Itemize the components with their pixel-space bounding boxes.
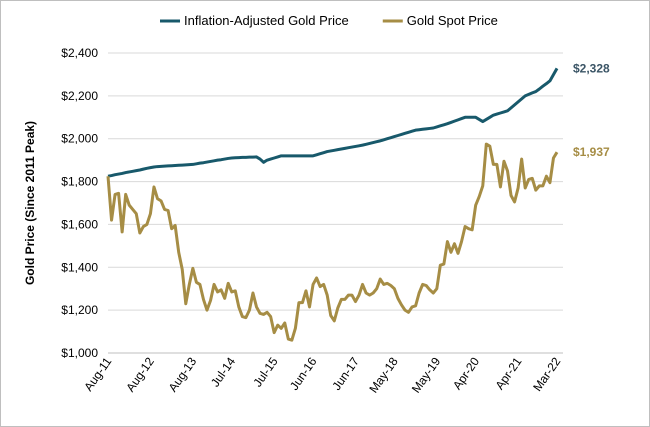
data-label: $1,937 [573,145,610,159]
y-tick-label: $2,200 [61,89,98,103]
y-tick-label: $2,000 [61,132,98,146]
y-tick-label: $1,600 [61,217,98,231]
series-line [106,142,559,342]
series-line [107,67,559,178]
y-tick-label: $1,400 [61,260,98,274]
y-axis-label: Gold Price (Since 2011 Peak) [23,121,37,285]
y-tick-label: $1,800 [61,175,98,189]
y-tick-label: $1,200 [61,303,98,317]
data-label: $2,328 [573,61,610,75]
y-tick-label: $1,000 [61,346,98,360]
y-tick-label: $2,400 [61,46,98,60]
legend-label: Inflation-Adjusted Gold Price [184,13,349,28]
legend-label: Gold Spot Price [407,13,498,28]
